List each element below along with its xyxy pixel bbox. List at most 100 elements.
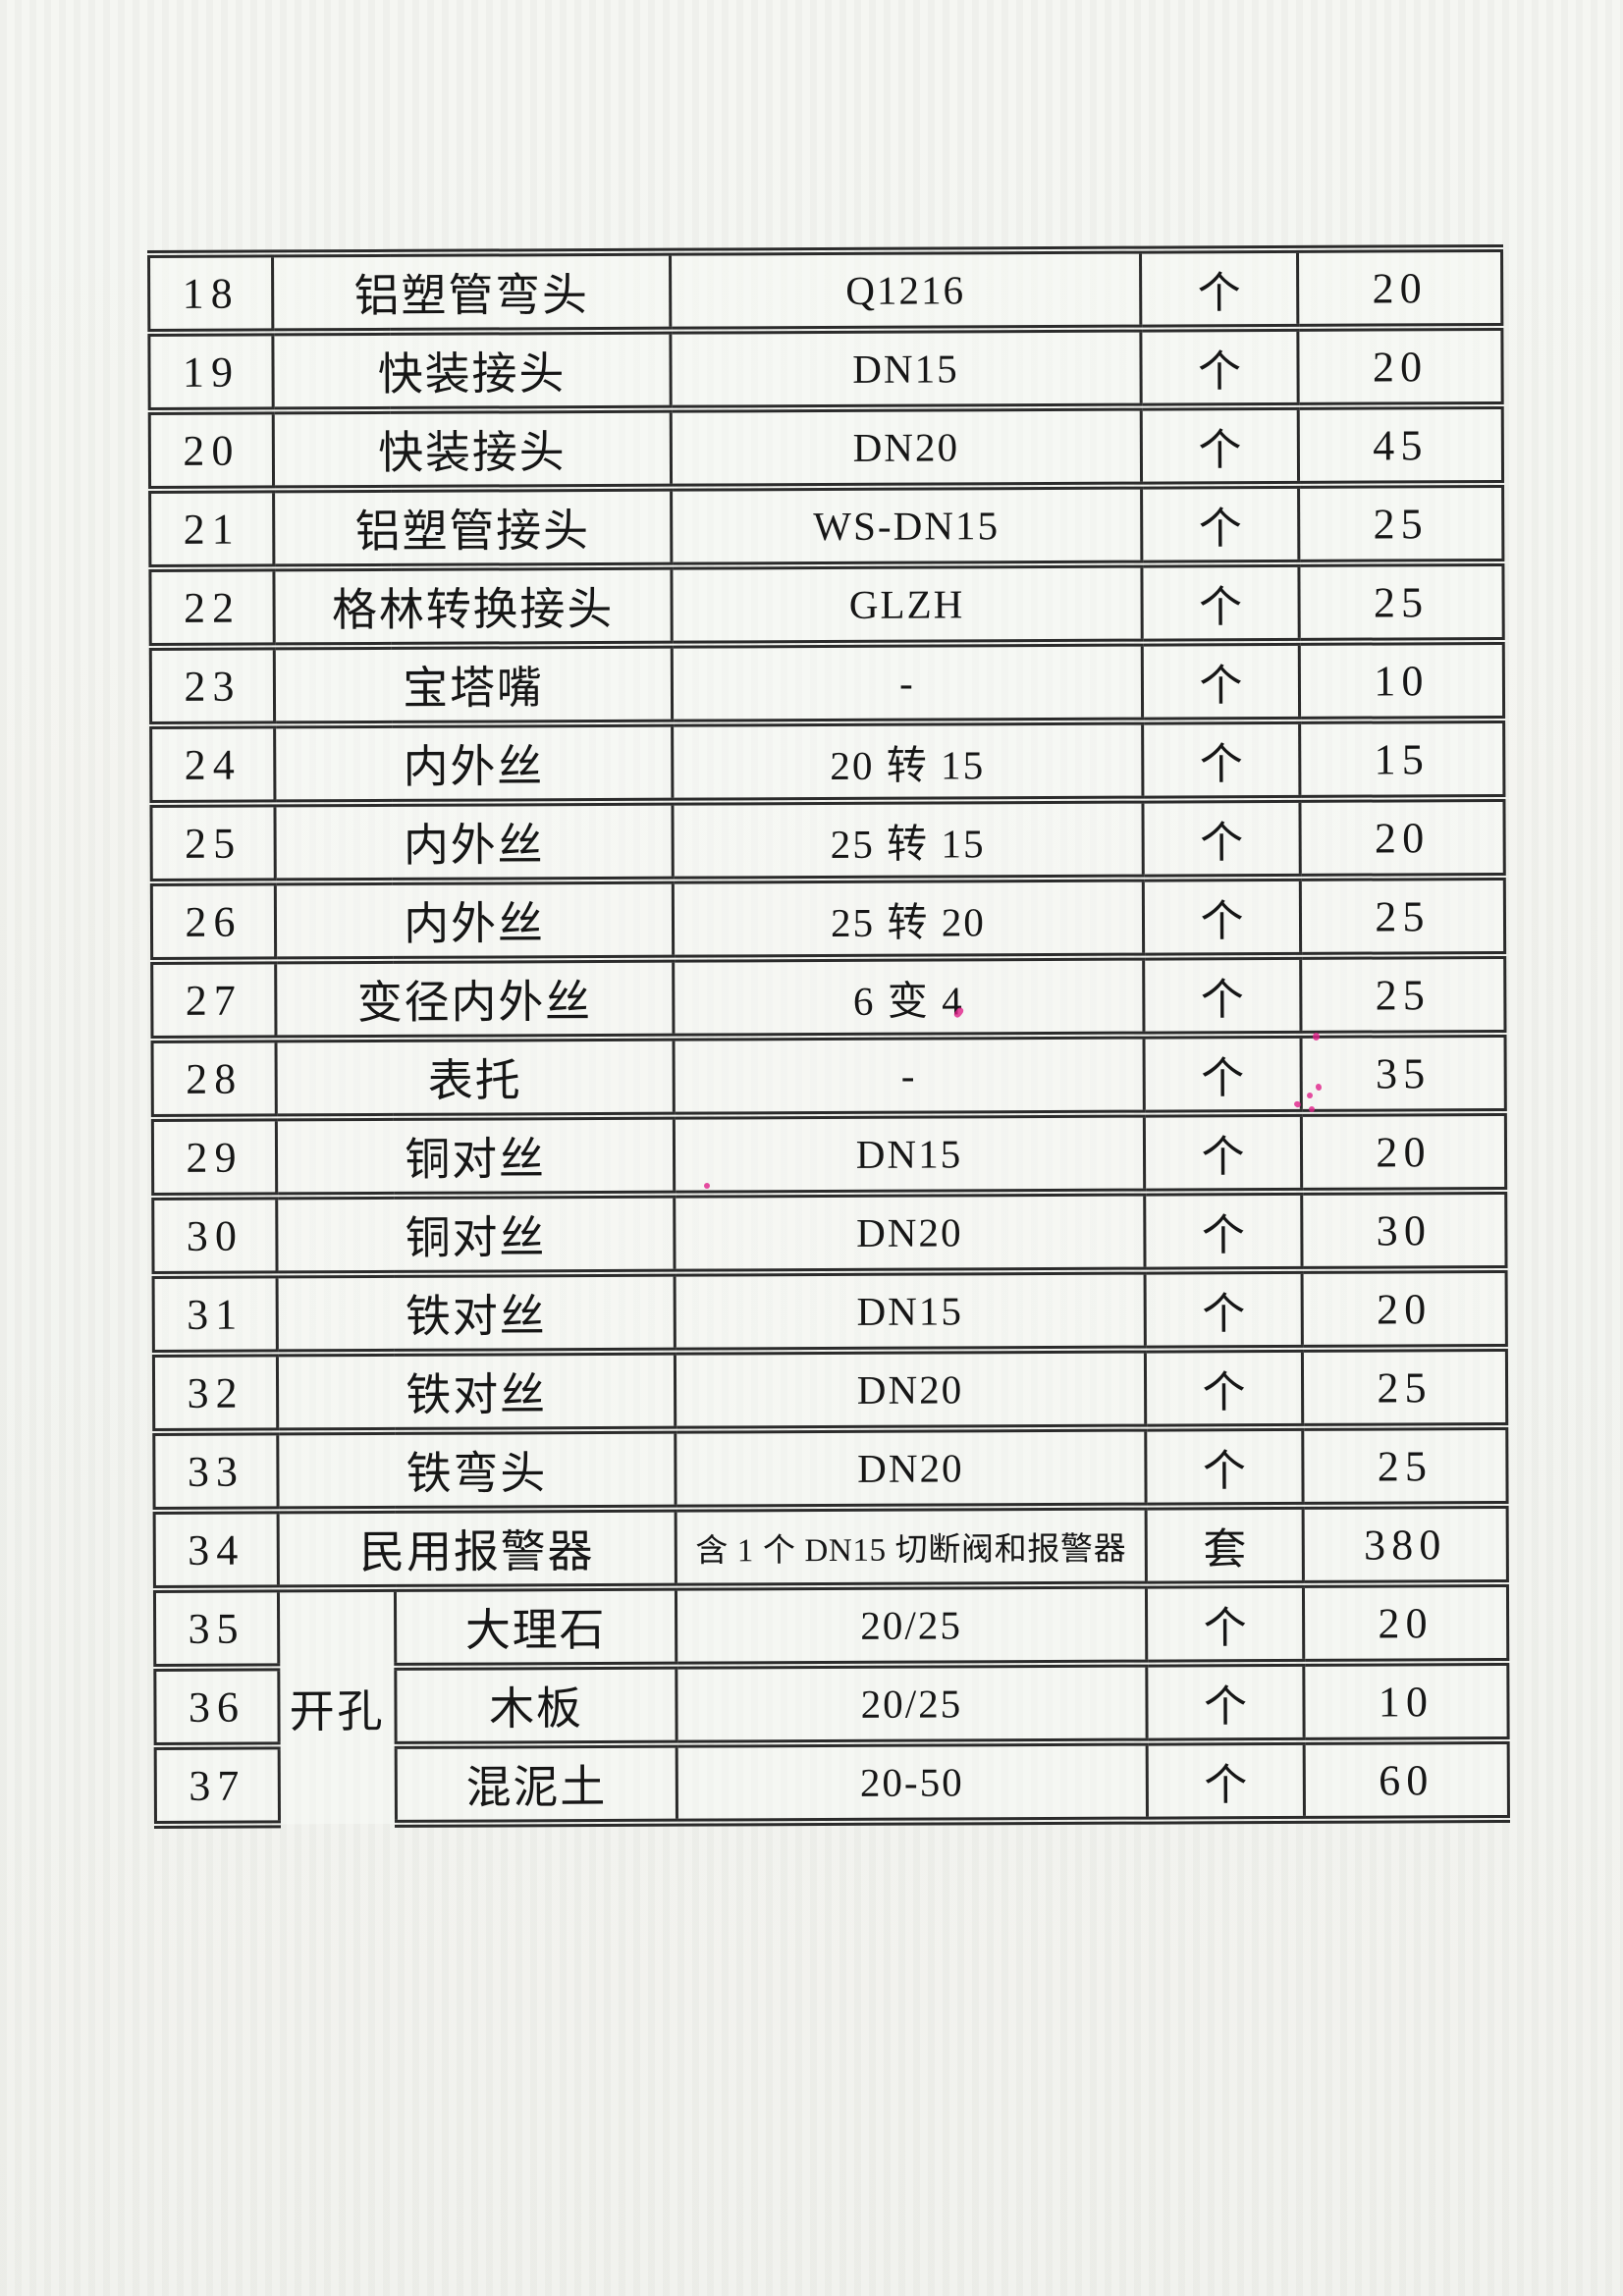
item-unit: 个 [1143,877,1301,957]
item-spec: DN20 [671,406,1142,488]
item-qty: 25 [1298,561,1504,642]
item-name: 铝塑管接头 [273,487,672,568]
item-spec: - [672,642,1143,723]
item-name: 变径内外丝 [275,958,675,1040]
item-unit: 个 [1142,720,1300,800]
table-row: 28 表托 - 个 35 [152,1033,1506,1118]
item-unit: 个 [1145,1269,1303,1350]
item-unit: 个 [1141,562,1300,643]
pen-mark [1313,1033,1320,1041]
item-spec: DN15 [675,1270,1146,1352]
item-spec: - [674,1035,1145,1116]
item-name: 宝塔嘴 [274,644,673,725]
item-qty: 15 [1299,719,1504,799]
item-name: 快装接头 [273,408,672,490]
row-number: 34 [154,1510,279,1589]
item-name: 内外丝 [274,801,674,882]
item-qty: 20 [1301,1111,1506,1192]
item-unit: 套 [1146,1505,1304,1585]
item-unit: 个 [1140,248,1298,329]
table-row: 22 格林转换接头 GLZH 个 25 [149,561,1504,647]
item-qty: 25 [1302,1425,1508,1506]
row-number: 20 [149,410,274,490]
row-number: 21 [149,489,274,568]
table-row: 23 宝塔嘴 - 个 10 [150,640,1504,725]
item-spec: 20/25 [676,1663,1148,1744]
table-row: 20 快装接头 DN20 个 45 [149,404,1503,490]
item-qty: 20 [1302,1268,1507,1349]
item-name: 表托 [276,1037,675,1118]
item-name: 格林转换接头 [273,565,673,647]
item-qty: 25 [1300,876,1505,956]
item-name: 铁对丝 [277,1351,676,1432]
item-name: 民用报警器 [278,1508,676,1589]
item-unit: 个 [1144,1191,1303,1271]
item-spec: DN20 [675,1427,1147,1509]
table-row: 24 内外丝 20 转 15 个 15 [150,719,1504,804]
table-row: 33 铁弯头 DN20 个 25 [153,1425,1508,1511]
row-number: 30 [152,1196,278,1275]
item-unit: 个 [1140,327,1299,407]
item-qty: 20 [1303,1582,1508,1663]
item-spec: Q1216 [670,249,1141,331]
row-number: 22 [149,567,275,647]
table-row: 30 铜对丝 DN20 个 30 [152,1190,1507,1275]
row-number: 19 [148,332,274,411]
item-name: 内外丝 [275,880,674,961]
item-name: 铜对丝 [276,1194,676,1275]
item-qty: 45 [1298,404,1503,485]
item-unit: 个 [1143,955,1302,1036]
table-row: 25 内外丝 25 转 15 个 20 [150,797,1505,882]
item-name: 内外丝 [274,722,673,804]
item-qty: 20 [1299,797,1505,878]
item-spec: WS-DN15 [671,485,1142,566]
table-row: 31 铁对丝 DN15 个 20 [153,1268,1507,1354]
item-unit: 个 [1145,1348,1303,1428]
row-number: 26 [151,881,276,961]
item-unit: 个 [1146,1662,1305,1742]
item-qty: 10 [1303,1661,1509,1741]
item-qty: 60 [1304,1739,1509,1820]
row-number: 32 [153,1353,278,1432]
row-number: 31 [153,1274,278,1354]
item-spec: DN15 [670,328,1142,409]
item-spec: DN20 [675,1349,1146,1430]
table-row: 32 铁对丝 DN20 个 25 [153,1347,1507,1432]
item-unit: 个 [1144,1112,1302,1193]
row-number: 18 [148,253,273,333]
row-number: 25 [150,803,276,882]
row-number: 28 [152,1039,277,1118]
row-number: 36 [154,1667,280,1746]
item-spec: 6 变 4 [673,956,1145,1038]
item-qty: 35 [1301,1033,1506,1113]
item-name: 快装接头 [272,330,672,411]
item-qty: 380 [1303,1504,1508,1584]
item-name: 铝塑管弯头 [272,251,671,333]
item-qty: 25 [1298,483,1503,563]
row-number: 35 [154,1588,279,1668]
row-number: 37 [155,1745,280,1825]
pen-mark [704,1183,710,1189]
row-number: 23 [150,646,275,725]
item-spec: 25 转 15 [672,799,1144,881]
item-name: 混泥土 [396,1743,677,1824]
item-spec: 20/25 [676,1584,1147,1666]
group-cell: 开孔 [278,1587,397,1825]
table-row: 27 变径内外丝 6 变 4 个 25 [151,954,1506,1040]
table-row: 35 开孔 大理石 20/25 个 20 [154,1582,1508,1825]
item-qty: 10 [1299,640,1504,721]
item-unit: 个 [1144,1034,1302,1114]
item-qty: 30 [1301,1190,1507,1270]
item-qty: 25 [1300,954,1506,1035]
row-number: 29 [152,1117,277,1197]
item-spec: DN20 [674,1192,1146,1273]
item-qty: 20 [1297,247,1502,328]
row-number: 27 [151,960,277,1040]
item-unit: 个 [1145,1426,1304,1507]
item-unit: 个 [1146,1583,1304,1664]
pen-mark [1307,1093,1313,1098]
materials-table: 18 铝塑管弯头 Q1216 个 20 19 快装接头 DN15 个 20 20… [147,244,1510,1829]
item-unit: 个 [1142,798,1301,879]
item-name: 铜对丝 [276,1115,675,1197]
